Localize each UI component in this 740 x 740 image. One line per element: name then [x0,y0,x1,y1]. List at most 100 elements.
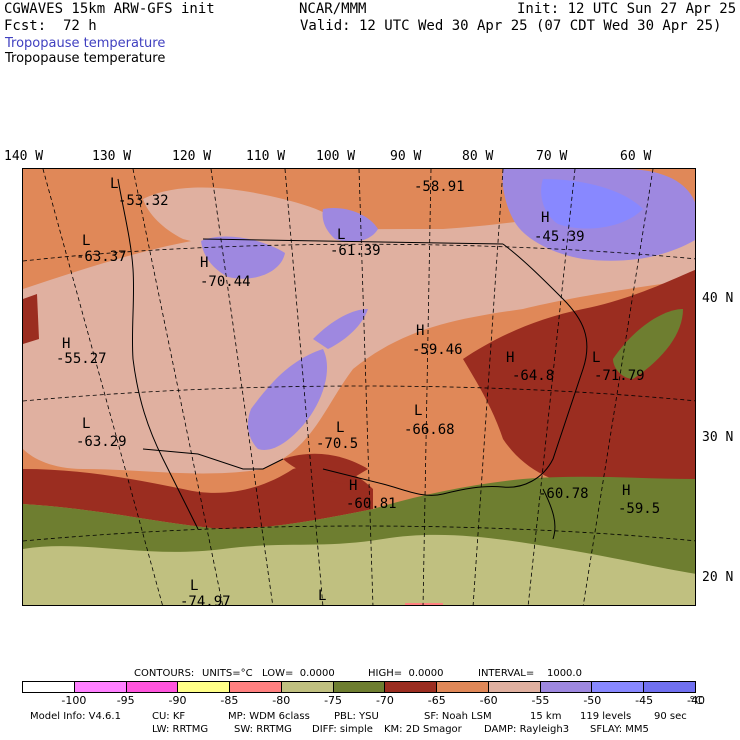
color-bar-swatch [540,682,593,692]
extremum-value: -59.46 [412,342,463,358]
extremum-letter: H [506,350,515,366]
lat-label: 30 N [702,430,734,445]
extremum-letter: H [622,483,631,499]
extremum-letter: L [592,350,601,366]
center-label: NCAR/MMM [299,1,367,17]
valid-time: Valid: 12 UTC Wed 30 Apr 25 (07 CDT Wed … [300,18,722,34]
lon-label: 130 W [92,149,132,164]
lon-label: 100 W [316,149,356,164]
color-bar-tick-label: -45 [635,694,654,707]
extremum-value: -71.79 [594,368,645,384]
lat-label: 20 N [702,570,734,585]
extremum-letter: L [414,403,423,419]
color-bar-tick-label: -50 [583,694,602,707]
color-bar-swatch [23,682,75,692]
color-bar-tick-label: -70 [375,694,394,707]
extremum-letter: L [336,420,345,436]
color-bar-swatch [74,682,127,692]
lon-label: 120 W [172,149,212,164]
field-title: Tropopause temperature [5,36,166,51]
color-bar-tick-label: -100 [61,694,87,707]
pbl-info: PBL: YSU [334,711,379,722]
extremum-value: -58.91 [414,179,465,195]
tropopause-temperature-map [22,168,696,606]
color-bar-tick-label: -40 [687,694,705,707]
units-label: UNITS=°C [202,668,253,679]
sw-info: SW: RRTMG [234,724,292,735]
color-bar-unit: °C [689,694,703,707]
lon-label: 110 W [246,149,286,164]
lon-label: 80 W [462,149,494,164]
color-bar-tick-label: -60 [479,694,498,707]
extremum-value: -60.78 [538,486,589,502]
extremum-letter: H [200,255,209,271]
extremum-value: -45.39 [534,229,585,245]
lon-label: 60 W [620,149,652,164]
color-bar-swatch [230,682,282,692]
low-label: LOW= 0.0000 [262,668,335,679]
lon-label: 70 W [536,149,568,164]
map-canvas [23,169,695,605]
extremum-value: -55.27 [56,351,107,367]
model-title: CGWAVES 15km ARW-GFS init [4,1,215,17]
color-bar-tick-label: -90 [168,694,187,707]
lw-info: LW: RRTMG [152,724,209,735]
cu-info: CU: KF [152,711,186,722]
color-bar-swatch [333,682,386,692]
init-time: Init: 12 UTC Sun 27 Apr 25 [517,1,737,17]
extremum-letter: L [337,227,346,243]
color-bar [22,681,696,693]
fcst-value: 72 h [63,18,97,34]
extremum-letter: L [82,416,91,432]
color-bar-swatch [178,682,231,692]
color-bar-swatch [385,682,438,692]
color-bar-tick-label: -85 [220,694,239,707]
extremum-letter: L [110,176,119,192]
extremum-letter: L [82,233,91,249]
lon-label: 90 W [390,149,422,164]
extremum-value: -63.37 [76,249,127,265]
extremum-value: -70.5 [316,436,359,452]
model-info: Model Info: V4.6.1 [30,711,121,722]
extremum-value: -53.32 [118,193,169,209]
color-bar-tick-label: -65 [427,694,446,707]
color-bar-swatch [488,682,541,692]
diff-info: DIFF: simple [312,724,373,735]
extremum-value: -74.97 [180,594,231,610]
color-bar-tick-label: -80 [272,694,291,707]
extremum-letter: H [349,478,358,494]
extremum-letter: H [541,210,550,226]
km-info: KM: 2D Smagor [384,724,462,735]
extremum-value: -60.81 [346,496,397,512]
color-bar-swatch [437,682,489,692]
levels-info: 119 levels [580,711,632,722]
lon-label: 140 W [4,149,44,164]
fcst-label: Fcst: [4,18,47,34]
color-bar-swatch [126,682,179,692]
timestep-info: 90 sec [654,711,687,722]
color-bar-tick-label: -75 [324,694,343,707]
extremum-letter: H [416,323,425,339]
extremum-value: -61.39 [330,243,381,259]
color-bar-tick-label: -55 [531,694,550,707]
lat-label: 40 N [702,291,734,306]
extremum-letter: L [190,578,199,594]
color-bar-tick-label: -95 [116,694,135,707]
extremum-letter: H [62,336,71,352]
sf-info: SF: Noah LSM [424,711,492,722]
color-bar-swatch [281,682,334,692]
extremum-letter: L [318,588,327,604]
contours-label: CONTOURS: [134,668,195,679]
extremum-value: -59.5 [618,501,661,517]
sflay-info: SFLAY: MM5 [590,724,649,735]
resolution-info: 15 km [530,711,562,722]
color-bar-swatch [644,682,695,692]
extremum-value: -70.44 [200,274,251,290]
extremum-value: -64.8 [512,368,555,384]
field-subtitle: Tropopause temperature [5,51,166,66]
color-bar-swatch [592,682,645,692]
damp-info: DAMP: Rayleigh3 [484,724,570,735]
interval-label: INTERVAL= 1000.0 [478,668,582,679]
high-label: HIGH= 0.0000 [368,668,444,679]
extremum-value: -63.29 [76,434,127,450]
